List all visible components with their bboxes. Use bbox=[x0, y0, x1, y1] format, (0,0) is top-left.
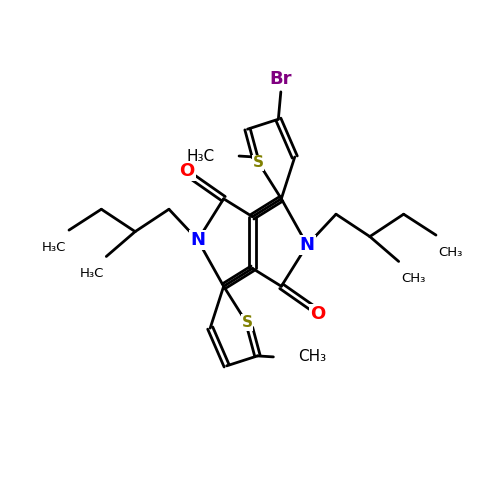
Text: CH₃: CH₃ bbox=[438, 246, 463, 259]
Text: O: O bbox=[179, 162, 194, 180]
Text: CH₃: CH₃ bbox=[298, 350, 326, 364]
Text: H₃C: H₃C bbox=[186, 148, 214, 164]
Text: Br: Br bbox=[270, 70, 292, 88]
Text: S: S bbox=[252, 156, 264, 170]
Text: H₃C: H₃C bbox=[42, 241, 66, 254]
Text: CH₃: CH₃ bbox=[401, 272, 425, 285]
Text: H₃C: H₃C bbox=[80, 268, 104, 280]
Text: S: S bbox=[242, 314, 252, 330]
Text: O: O bbox=[310, 305, 326, 323]
Text: N: N bbox=[300, 236, 314, 254]
Text: N: N bbox=[190, 231, 206, 249]
